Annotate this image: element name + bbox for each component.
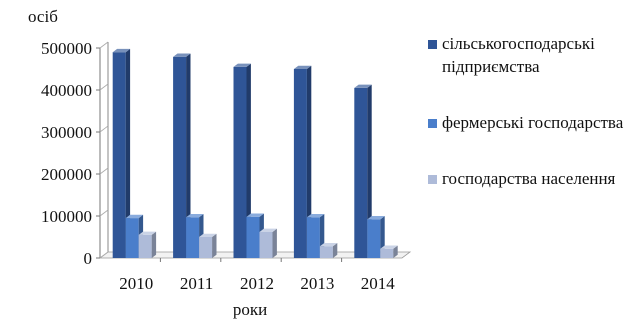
bar-side bbox=[367, 84, 372, 258]
bar bbox=[319, 242, 338, 258]
bar-front bbox=[246, 216, 260, 258]
bar-top bbox=[199, 233, 217, 237]
y-tick-label: 100000 bbox=[41, 207, 92, 226]
bar bbox=[354, 84, 372, 259]
bar-front bbox=[354, 87, 368, 259]
x-axis-ticks: 2010 2011 2012 2013 2014 bbox=[119, 258, 395, 293]
bar bbox=[367, 216, 385, 258]
y-axis-label: осіб bbox=[28, 7, 58, 26]
bar-top bbox=[112, 48, 131, 53]
legend-swatch bbox=[428, 40, 437, 49]
y-tick-label: 300000 bbox=[41, 123, 92, 142]
x-axis-label: роки bbox=[233, 300, 267, 319]
x-tick-label: 2012 bbox=[240, 274, 274, 293]
bar-side bbox=[393, 245, 398, 258]
bar-top bbox=[186, 213, 204, 218]
y-tick-label: 500000 bbox=[41, 39, 92, 58]
bar-front bbox=[233, 66, 247, 259]
legend-swatch bbox=[428, 175, 437, 184]
bar-front bbox=[173, 56, 187, 258]
bar-side bbox=[186, 53, 191, 258]
bar bbox=[138, 231, 157, 258]
bar bbox=[199, 233, 217, 258]
legend-swatch bbox=[428, 119, 437, 128]
bar-top bbox=[319, 242, 338, 247]
y-tick-wall-link bbox=[99, 83, 109, 91]
bar-front bbox=[259, 231, 273, 258]
bar-front bbox=[306, 217, 320, 258]
y-tick-label: 400000 bbox=[41, 81, 92, 100]
bar bbox=[306, 213, 325, 258]
x-tick-label: 2013 bbox=[300, 274, 334, 293]
bar bbox=[259, 228, 277, 258]
legend-label: господарства населення bbox=[442, 169, 616, 188]
bar bbox=[293, 65, 312, 258]
bar-side bbox=[125, 48, 131, 259]
bar bbox=[380, 245, 398, 258]
bar-top bbox=[380, 245, 398, 249]
y-tick-wall-link bbox=[99, 125, 109, 133]
y-tick-label: 200000 bbox=[41, 165, 92, 184]
y-tick-label: 0 bbox=[84, 249, 93, 268]
bar-top bbox=[306, 213, 325, 218]
bar-side bbox=[151, 231, 157, 258]
bar bbox=[233, 63, 251, 259]
bar-top bbox=[354, 84, 372, 88]
bar-front bbox=[138, 234, 152, 258]
bar bbox=[112, 48, 131, 259]
bar-front bbox=[125, 218, 139, 258]
bar-top bbox=[125, 214, 144, 219]
bar-top bbox=[233, 63, 251, 67]
legend-item-farms: фермерські господарства bbox=[428, 111, 628, 134]
bar-side bbox=[306, 65, 312, 258]
y-tick-wall-link bbox=[99, 41, 109, 49]
legend-label: сільськогосподарські підприємства bbox=[442, 34, 595, 76]
bar-top bbox=[367, 216, 385, 220]
y-axis-ticks: 0 100000 200000 300000 400000 500000 bbox=[41, 39, 109, 268]
bar-front bbox=[186, 217, 200, 258]
legend-item-agri-enterprises: сільськогосподарські підприємства bbox=[428, 32, 628, 78]
legend-item-households: господарства населення bbox=[428, 167, 628, 190]
bar-top bbox=[246, 213, 264, 217]
legend: сільськогосподарські підприємства фермер… bbox=[428, 32, 628, 223]
bar-front bbox=[380, 248, 394, 258]
bar-top bbox=[173, 53, 191, 57]
bar-top bbox=[293, 65, 312, 69]
bar-front bbox=[112, 52, 126, 259]
bar-side bbox=[272, 228, 277, 258]
bar-side bbox=[246, 63, 251, 258]
y-tick-wall-link bbox=[99, 167, 109, 175]
bars bbox=[112, 48, 398, 259]
bar bbox=[173, 53, 191, 258]
bar-front bbox=[367, 219, 381, 258]
legend-label: фермерські господарства bbox=[442, 113, 624, 132]
bar-front bbox=[199, 237, 213, 258]
bar-side bbox=[212, 233, 217, 258]
x-tick-label: 2010 bbox=[119, 274, 153, 293]
bar-front bbox=[319, 246, 333, 258]
bar-front bbox=[293, 69, 307, 258]
x-tick-label: 2014 bbox=[361, 274, 396, 293]
bar-top bbox=[138, 231, 157, 235]
x-tick-label: 2011 bbox=[180, 274, 213, 293]
bar-side bbox=[332, 242, 338, 258]
y-tick-wall-link bbox=[99, 209, 109, 217]
y-tick-wall-link bbox=[99, 251, 109, 259]
bar-top bbox=[259, 228, 277, 232]
